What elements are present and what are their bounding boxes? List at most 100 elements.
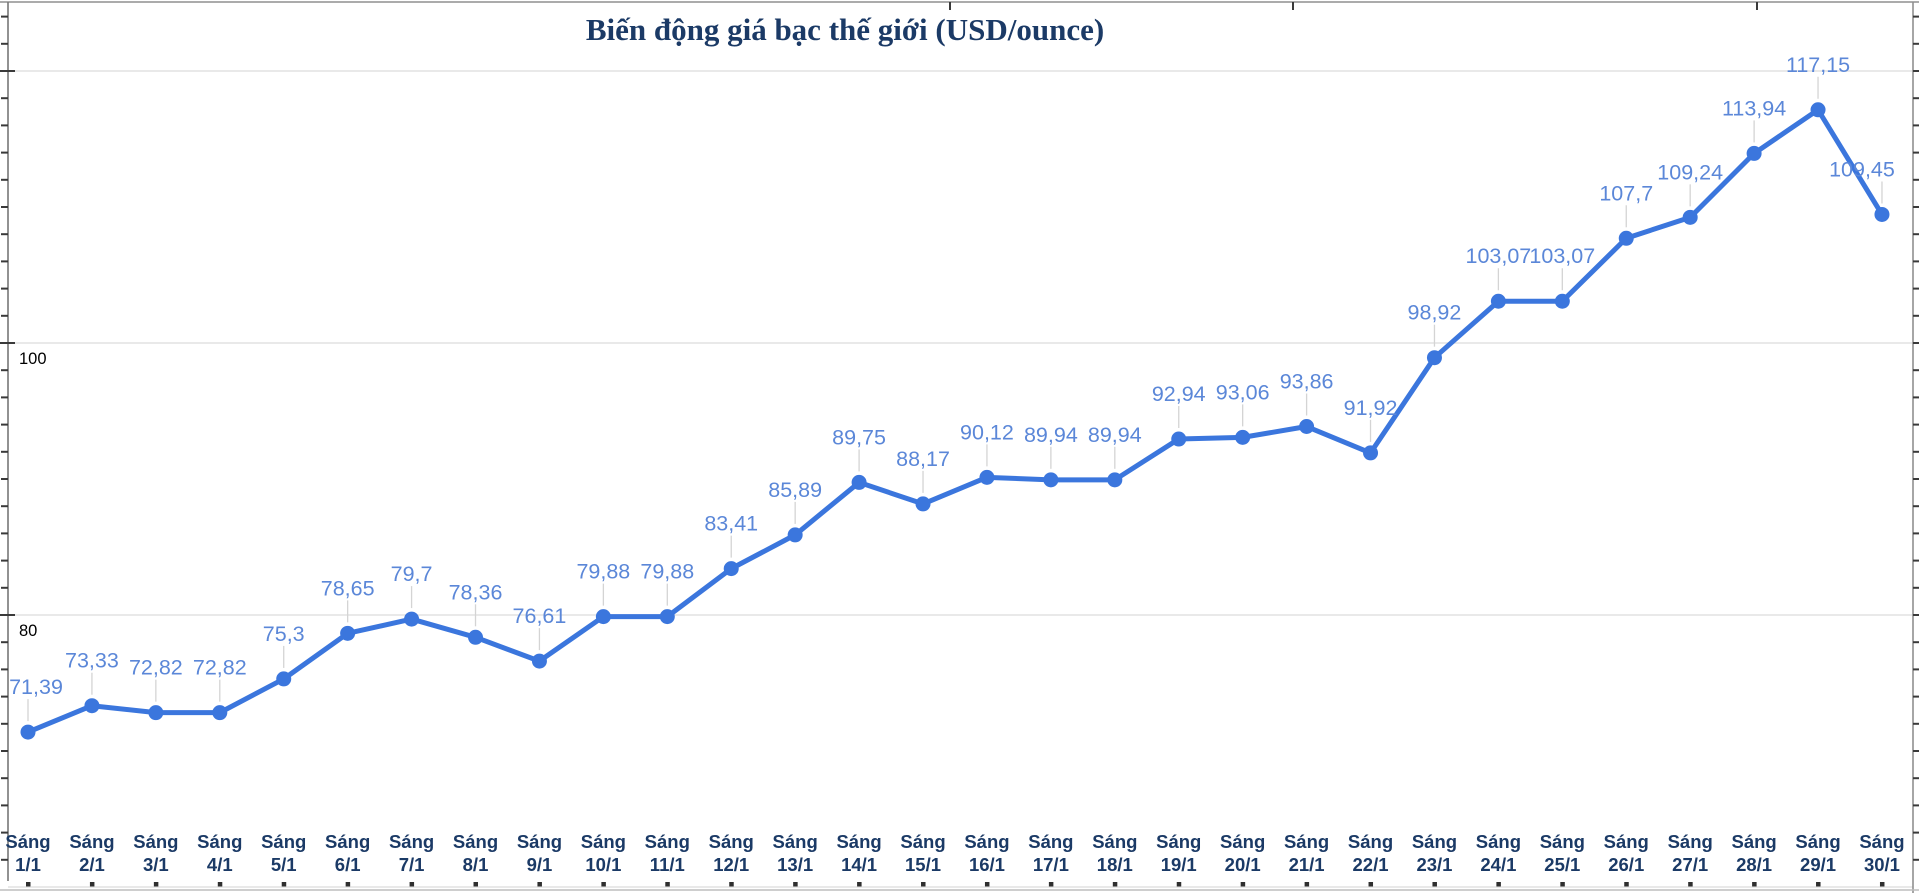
- data-label: 88,17: [896, 447, 950, 471]
- x-axis-tick-dot: [345, 882, 351, 887]
- data-point-Sáng 14/1[interactable]: [851, 474, 867, 490]
- data-point-Sáng 28/1[interactable]: [1746, 145, 1762, 161]
- x-axis-tick-dot: [1816, 882, 1821, 887]
- data-point-Sáng 15/1[interactable]: [915, 496, 931, 512]
- axis-ticks: [0, 2, 1919, 861]
- data-label: 71,39: [9, 675, 63, 699]
- data-label: 113,94: [1722, 96, 1786, 120]
- x-axis-tick-dot: [1368, 882, 1374, 887]
- x-axis-label: Sáng 16/1: [964, 831, 1009, 875]
- x-axis-label: Sáng 7/1: [389, 831, 434, 875]
- x-axis-tick-dot: [729, 882, 734, 887]
- data-point-Sáng 5/1[interactable]: [276, 671, 292, 687]
- x-axis-label: Sáng 26/1: [1604, 831, 1649, 875]
- data-label: 103,07: [1529, 244, 1595, 268]
- x-axis-tick-dot: [1304, 882, 1310, 887]
- data-point-Sáng 26/1[interactable]: [1618, 230, 1634, 246]
- data-point-Sáng 30/1[interactable]: [1874, 206, 1890, 222]
- data-point-Sáng 4/1[interactable]: [212, 705, 228, 721]
- x-axis-label: Sáng 10/1: [581, 831, 626, 875]
- x-axis-tick-dot: [89, 882, 95, 887]
- x-axis-tick-dot: [665, 882, 670, 887]
- data-label: 107,7: [1599, 181, 1653, 205]
- data-label: 89,75: [832, 425, 886, 449]
- data-point-Sáng 12/1[interactable]: [723, 561, 739, 577]
- x-axis-tick-dot: [1048, 882, 1054, 887]
- data-point-Sáng 1/1[interactable]: [20, 724, 36, 740]
- data-label: 73,33: [65, 649, 119, 673]
- x-axis-tick-dot: [1688, 882, 1693, 887]
- x-axis-tick-dot: [1432, 882, 1437, 887]
- data-point-Sáng 11/1[interactable]: [659, 609, 675, 625]
- data-label: 72,82: [193, 656, 247, 680]
- x-axis-tick-dot: [984, 882, 990, 887]
- data-point-Sáng 20/1[interactable]: [1235, 429, 1251, 445]
- data-label: 103,07: [1466, 244, 1532, 268]
- x-axis-tick-dot: [857, 882, 862, 887]
- data-point-Sáng 27/1[interactable]: [1682, 209, 1698, 225]
- x-axis-label: Sáng 21/1: [1284, 831, 1329, 875]
- x-axis-label: Sáng 14/1: [836, 831, 881, 875]
- data-label: 79,7: [391, 562, 433, 586]
- data-label: 93,06: [1216, 380, 1270, 404]
- x-axis-label: Sáng 27/1: [1668, 831, 1713, 875]
- data-point-Sáng 2/1[interactable]: [84, 698, 100, 714]
- data-point-Sáng 10/1[interactable]: [595, 609, 611, 625]
- data-point-Sáng 16/1[interactable]: [979, 469, 995, 485]
- data-point-Sáng 8/1[interactable]: [468, 629, 484, 645]
- data-point-Sáng 3/1[interactable]: [148, 705, 164, 721]
- data-label: 72,82: [129, 656, 183, 680]
- data-point-Sáng 29/1[interactable]: [1810, 102, 1826, 118]
- x-axis-label: Sáng 22/1: [1348, 831, 1393, 875]
- x-axis-tick-dot: [409, 882, 415, 887]
- x-axis-label: Sáng 29/1: [1795, 831, 1840, 875]
- data-label: 78,36: [449, 580, 503, 604]
- x-axis-tick-dot: [1112, 882, 1118, 887]
- data-point-Sáng 21/1[interactable]: [1299, 419, 1315, 435]
- data-label: 109,45: [1829, 157, 1895, 181]
- x-axis-tick-dot: [1240, 882, 1246, 887]
- x-axis-tick-dot: [473, 882, 479, 887]
- x-axis-tick-dot: [1879, 882, 1885, 887]
- x-axis-tick-dot: [537, 882, 542, 887]
- data-label: 109,24: [1657, 160, 1723, 184]
- data-point-Sáng 9/1[interactable]: [531, 653, 547, 669]
- x-axis-label: Sáng 12/1: [709, 831, 754, 875]
- data-label: 91,92: [1344, 396, 1398, 420]
- x-axis-label: Sáng 18/1: [1092, 831, 1137, 875]
- x-axis-tick-dot: [1176, 882, 1182, 887]
- x-axis-tick-dot: [793, 882, 798, 887]
- data-point-Sáng 18/1[interactable]: [1107, 472, 1123, 488]
- data-label: 79,88: [640, 560, 694, 584]
- data-point-Sáng 19/1[interactable]: [1171, 431, 1187, 447]
- x-axis-label: Sáng 8/1: [453, 831, 498, 875]
- y-axis-labels: 80 100: [19, 350, 47, 640]
- data-point-Sáng 23/1[interactable]: [1426, 350, 1442, 366]
- label-leader-lines: [27, 76, 1883, 722]
- data-label: 75,3: [263, 622, 305, 646]
- y-axis-label-100: 100: [19, 350, 47, 368]
- data-point-Sáng 17/1[interactable]: [1043, 472, 1059, 488]
- x-axis-label: Sáng 9/1: [517, 831, 562, 875]
- x-axis-tick-dot: [1560, 882, 1565, 887]
- x-axis-label: Sáng 17/1: [1028, 831, 1073, 875]
- data-point-Sáng 7/1[interactable]: [404, 611, 420, 627]
- x-axis-label: Sáng 3/1: [133, 831, 178, 875]
- data-point-Sáng 25/1[interactable]: [1554, 293, 1570, 309]
- x-axis-tick-dot: [601, 882, 606, 887]
- data-point-Sáng 22/1[interactable]: [1363, 445, 1379, 461]
- x-axis-label: Sáng 30/1: [1859, 831, 1904, 875]
- data-point-Sáng 13/1[interactable]: [787, 527, 803, 543]
- x-axis-label: Sáng 25/1: [1540, 831, 1585, 875]
- data-label: 89,94: [1088, 423, 1142, 447]
- data-label: 76,61: [513, 604, 567, 628]
- data-point-Sáng 6/1[interactable]: [340, 625, 356, 641]
- data-point-Sáng 24/1[interactable]: [1490, 293, 1506, 309]
- x-axis-label: Sáng 28/1: [1731, 831, 1776, 875]
- x-axis-tick-dot: [1496, 882, 1501, 887]
- y-axis-label-80: 80: [19, 622, 37, 640]
- x-axis-label: Sáng 15/1: [900, 831, 945, 875]
